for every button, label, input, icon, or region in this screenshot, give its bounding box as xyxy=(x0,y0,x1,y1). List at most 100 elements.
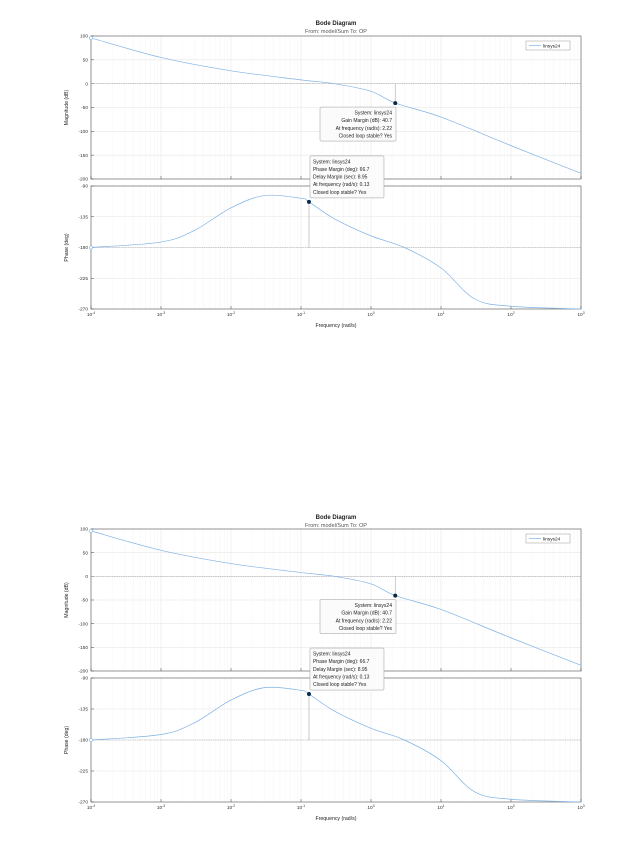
y-tick-label: 50 xyxy=(83,58,89,64)
tooltip-line: System: linsys24 xyxy=(354,603,392,609)
x-tick-base: 10 xyxy=(437,805,443,811)
y-axis-label: Phase (deg) xyxy=(64,233,70,262)
x-tick-base: 10 xyxy=(367,312,373,318)
x-tick-exponent: -1 xyxy=(302,311,305,315)
x-tick-label: 10-1 xyxy=(297,804,305,811)
tooltip-line: At frequency (rad/s): 0.13 xyxy=(313,182,370,188)
y-tick-label: 50 xyxy=(83,550,89,556)
x-tick-label: 100 xyxy=(367,804,374,811)
tooltip-line: At frequency (rad/s): 2.22 xyxy=(336,126,393,132)
x-tick-exponent: 0 xyxy=(373,804,375,808)
x-tick-exponent: 0 xyxy=(373,311,375,315)
x-tick-base: 10 xyxy=(577,805,583,811)
x-tick-base: 10 xyxy=(227,805,233,811)
x-axis-label: Frequency (rad/s) xyxy=(316,323,357,329)
tooltip-line: Closed loop stable? Yes xyxy=(339,133,393,139)
y-axis-label: Magnitude (dB) xyxy=(64,582,70,618)
x-tick-label: 103 xyxy=(577,804,584,811)
y-tick-label: -150 xyxy=(78,645,88,651)
x-tick-label: 10-4 xyxy=(87,804,95,811)
x-tick-exponent: 2 xyxy=(513,311,515,315)
tooltip-line: At frequency (rad/s): 0.13 xyxy=(313,674,370,680)
y-tick-label: -180 xyxy=(78,245,88,251)
tooltip-line: Phase Margin (deg): 66.7 xyxy=(313,659,370,665)
x-tick-base: 10 xyxy=(507,312,513,318)
tooltip-line: Closed loop stable? Yes xyxy=(313,682,367,688)
y-tick-label: -135 xyxy=(78,214,88,220)
x-tick-exponent: -1 xyxy=(302,804,305,808)
x-tick-exponent: 3 xyxy=(583,311,585,315)
chart-title: Bode Diagram xyxy=(316,515,357,521)
y-tick-label: -225 xyxy=(78,276,88,282)
y-tick-label: -135 xyxy=(78,707,88,713)
legend-label: linsys24 xyxy=(543,536,561,542)
x-tick-label: 102 xyxy=(507,311,514,318)
x-tick-label: 100 xyxy=(367,311,374,318)
x-tick-base: 10 xyxy=(507,805,513,811)
series-line-linsys24 xyxy=(90,194,582,310)
tooltip-line: Delay Margin (sec): 8.95 xyxy=(313,667,368,673)
x-tick-label: 10-2 xyxy=(227,311,235,318)
gain-margin-marker xyxy=(393,593,398,598)
tooltip-box xyxy=(309,647,385,691)
y-axis-label: Phase (deg) xyxy=(64,726,70,755)
x-tick-base: 10 xyxy=(437,312,443,318)
x-tick-exponent: -3 xyxy=(162,311,165,315)
x-axis-label: Frequency (rad/s) xyxy=(316,816,357,822)
x-tick-label: 10-4 xyxy=(87,311,95,318)
x-tick-base: 10 xyxy=(297,805,303,811)
series-start-marker xyxy=(89,528,93,533)
tooltip-box xyxy=(309,155,385,199)
x-tick-exponent: 1 xyxy=(443,804,445,808)
x-tick-base: 10 xyxy=(87,312,93,318)
phase-panel: -90-135-180-225-27010-410-310-210-110010… xyxy=(64,647,585,811)
y-tick-label: 0 xyxy=(85,574,88,580)
gain-margin-tooltip: System: linsys24 Gain Margin (dB): 40.7At… xyxy=(319,599,397,634)
tooltip-line: At frequency (rad/s): 2.22 xyxy=(336,618,393,624)
series-line-linsys24 xyxy=(90,686,582,803)
series-start-marker xyxy=(89,245,93,250)
x-tick-exponent: -4 xyxy=(92,804,95,808)
y-axis-label: Magnitude (dB) xyxy=(64,89,70,125)
x-tick-exponent: 3 xyxy=(583,804,585,808)
x-tick-exponent: -4 xyxy=(92,311,95,315)
x-tick-base: 10 xyxy=(157,312,163,318)
tooltip-line: System: linsys24 xyxy=(313,652,351,658)
chart-subtitle: From: model/Sum To: OP xyxy=(305,523,367,529)
x-tick-label: 101 xyxy=(437,804,444,811)
x-tick-exponent: -3 xyxy=(162,804,165,808)
x-tick-label: 10-1 xyxy=(297,311,305,318)
x-tick-base: 10 xyxy=(87,805,93,811)
x-tick-label: 103 xyxy=(577,311,584,318)
y-tick-label: -270 xyxy=(78,307,88,313)
x-tick-base: 10 xyxy=(367,805,373,811)
x-tick-exponent: 2 xyxy=(513,804,515,808)
y-tick-label: -90 xyxy=(81,676,88,682)
y-tick-label: -200 xyxy=(78,177,88,183)
legend: linsys24 xyxy=(525,533,571,544)
magnitude-panel: 100 50 0 -50 -100 -150 -200 Magnitude (dB) linsy… xyxy=(64,34,582,183)
y-tick-label: 100 xyxy=(80,34,88,40)
y-tick-label: -100 xyxy=(78,129,88,135)
tooltip-line: Closed loop stable? Yes xyxy=(313,190,367,196)
tooltip-box xyxy=(319,106,397,142)
tooltip-line: Gain Margin (dB): 40.7 xyxy=(341,611,392,617)
series-line-linsys24 xyxy=(90,37,582,174)
legend: linsys24 xyxy=(525,40,571,51)
legend-box xyxy=(525,533,571,544)
series-start-marker xyxy=(89,36,93,40)
y-tick-label: -50 xyxy=(81,598,88,604)
tooltip-line: Delay Margin (sec): 8.95 xyxy=(313,175,368,181)
series-start-marker xyxy=(89,738,93,742)
series-line-linsys24 xyxy=(90,530,582,666)
x-tick-label: 10-2 xyxy=(227,804,235,811)
y-tick-label: -50 xyxy=(81,105,88,111)
x-tick-base: 10 xyxy=(297,312,303,318)
x-tick-base: 10 xyxy=(227,312,233,318)
x-tick-exponent: -2 xyxy=(232,804,235,808)
tooltip-line: Phase Margin (deg): 66.7 xyxy=(313,167,370,173)
